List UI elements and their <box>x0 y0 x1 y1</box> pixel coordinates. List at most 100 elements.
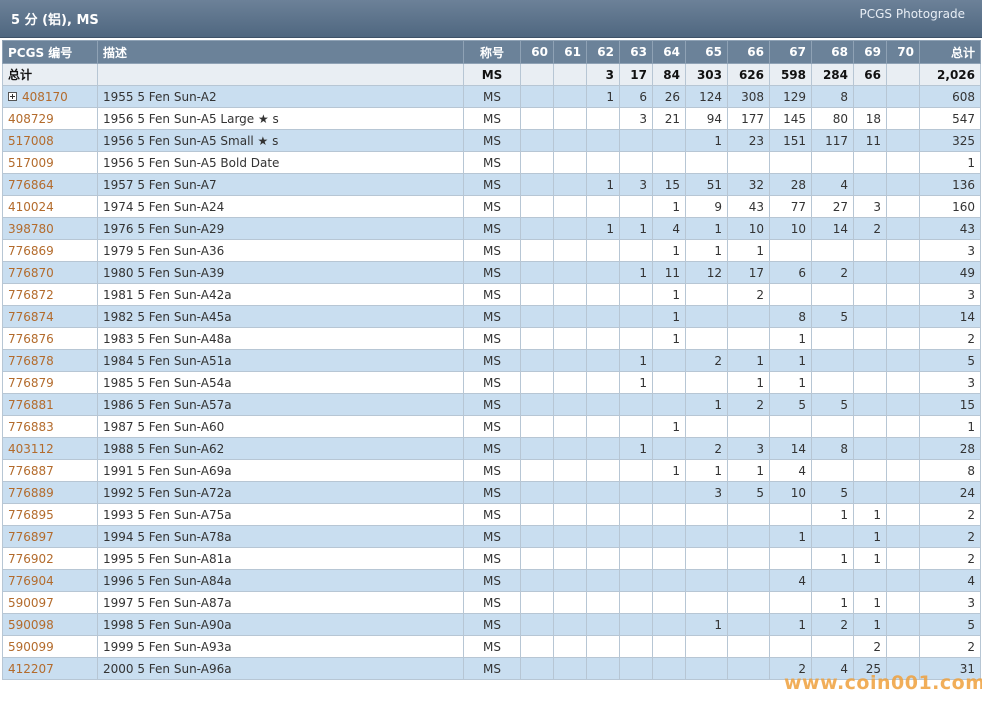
grade-count-cell <box>619 327 653 350</box>
col-header-grade[interactable]: 68 <box>811 40 854 64</box>
pcgs-number-link[interactable]: 590097 <box>8 595 54 610</box>
grade-count-cell <box>886 151 920 174</box>
pcgs-number-link[interactable]: 776902 <box>8 551 54 566</box>
grade-count-cell: 5 <box>811 481 854 504</box>
grade-count-cell <box>520 657 554 680</box>
grade-count-cell <box>619 635 653 658</box>
designation-cell: MS <box>463 173 521 196</box>
grade-count-cell <box>811 525 854 548</box>
pcgs-number-link[interactable]: 776904 <box>8 573 54 588</box>
grade-count-cell: 43 <box>727 195 770 218</box>
col-header-description[interactable]: 描述 <box>97 40 464 64</box>
pcgs-number-link[interactable]: 398780 <box>8 221 54 236</box>
grade-count-cell <box>619 459 653 482</box>
grade-count-cell <box>685 635 728 658</box>
grade-count-cell: 1 <box>685 613 728 636</box>
pcgs-number-link[interactable]: 776889 <box>8 485 54 500</box>
pcgs-number-link[interactable]: 408170 <box>22 89 68 104</box>
pcgs-cell: 403112 <box>2 437 98 460</box>
pcgs-number-link[interactable]: 776869 <box>8 243 54 258</box>
grade-count-cell <box>853 305 887 328</box>
pcgs-number-link[interactable]: 412207 <box>8 661 54 676</box>
grade-count-cell: 8 <box>811 85 854 108</box>
col-header-grade[interactable]: 65 <box>685 40 728 64</box>
col-header-designation[interactable]: 称号 <box>463 40 521 64</box>
grade-count-cell <box>811 239 854 262</box>
col-header-grade[interactable]: 69 <box>853 40 887 64</box>
pcgs-number-link[interactable]: 517008 <box>8 133 54 148</box>
pcgs-number-link[interactable]: 776887 <box>8 463 54 478</box>
grade-count-cell <box>520 349 554 372</box>
pcgs-number-link[interactable]: 776874 <box>8 309 54 324</box>
col-header-grade[interactable]: 63 <box>619 40 653 64</box>
grade-count-cell <box>853 261 887 284</box>
grade-count-cell <box>853 481 887 504</box>
pcgs-number-link[interactable]: 517009 <box>8 155 54 170</box>
total-designation: MS <box>463 63 521 86</box>
col-header-grade[interactable]: 67 <box>769 40 812 64</box>
description-cell: 1995 5 Fen Sun-A81a <box>97 547 464 570</box>
pcgs-cell: 776864 <box>2 173 98 196</box>
table-row: 776897 1994 5 Fen Sun-A78a MS 1 1 2 <box>2 525 981 548</box>
pcgs-number-link[interactable]: 776876 <box>8 331 54 346</box>
pcgs-number-link[interactable]: 776895 <box>8 507 54 522</box>
row-total-cell: 547 <box>919 107 981 130</box>
grade-count-cell <box>769 239 812 262</box>
grade-count-cell: 1 <box>685 239 728 262</box>
grade-count-cell <box>619 613 653 636</box>
designation-cell: MS <box>463 195 521 218</box>
col-header-grade[interactable]: 66 <box>727 40 770 64</box>
pcgs-number-link[interactable]: 776864 <box>8 177 54 192</box>
row-total-cell: 3 <box>919 591 981 614</box>
grade-count-cell: 1 <box>769 371 812 394</box>
pcgs-number-link[interactable]: 776897 <box>8 529 54 544</box>
grade-count-cell: 4 <box>769 569 812 592</box>
col-header-pcgs[interactable]: PCGS 编号 <box>2 40 98 64</box>
pcgs-cell: 590099 <box>2 635 98 658</box>
pcgs-number-link[interactable]: 590099 <box>8 639 54 654</box>
pcgs-number-link[interactable]: 776870 <box>8 265 54 280</box>
grade-count-cell <box>586 591 620 614</box>
grade-count-cell <box>886 635 920 658</box>
grade-count-cell <box>520 217 554 240</box>
grade-count-cell <box>853 327 887 350</box>
pcgs-number-link[interactable]: 408729 <box>8 111 54 126</box>
row-total-cell: 1 <box>919 415 981 438</box>
row-total-cell: 43 <box>919 217 981 240</box>
pcgs-number-link[interactable]: 403112 <box>8 441 54 456</box>
col-header-grade[interactable]: 62 <box>586 40 620 64</box>
grade-count-cell <box>619 151 653 174</box>
total-grade-cell: 17 <box>619 63 653 86</box>
expand-icon[interactable] <box>8 91 17 101</box>
pcgs-cell: 776887 <box>2 459 98 482</box>
total-grade-cell: 626 <box>727 63 770 86</box>
col-header-total[interactable]: 总计 <box>919 40 981 64</box>
pcgs-number-link[interactable]: 776879 <box>8 375 54 390</box>
grade-count-cell <box>553 283 587 306</box>
grade-count-cell <box>886 349 920 372</box>
grade-count-cell <box>520 371 554 394</box>
grade-count-cell <box>769 591 812 614</box>
grade-count-cell: 1 <box>652 305 686 328</box>
pcgs-number-link[interactable]: 590098 <box>8 617 54 632</box>
header-row: PCGS 编号 描述 称号 60 61 62 63 64 65 66 67 68 69 70 总计 <box>2 40 981 64</box>
grade-count-cell <box>586 525 620 548</box>
col-header-grade[interactable]: 70 <box>886 40 920 64</box>
pcgs-number-link[interactable]: 776881 <box>8 397 54 412</box>
pcgs-number-link[interactable]: 776872 <box>8 287 54 302</box>
pcgs-number-link[interactable]: 410024 <box>8 199 54 214</box>
col-header-grade[interactable]: 60 <box>520 40 554 64</box>
pcgs-cell: 408729 <box>2 107 98 130</box>
col-header-grade[interactable]: 61 <box>553 40 587 64</box>
grade-count-cell: 1 <box>652 239 686 262</box>
pcgs-number-link[interactable]: 776883 <box>8 419 54 434</box>
table-row: 403112 1988 5 Fen Sun-A62 MS 1 2 3 14 8 28 <box>2 437 981 460</box>
designation-cell: MS <box>463 547 521 570</box>
photograde-link[interactable]: PCGS Photograde <box>859 7 965 21</box>
pcgs-cell: 517008 <box>2 129 98 152</box>
pcgs-number-link[interactable]: 776878 <box>8 353 54 368</box>
grade-count-cell <box>685 547 728 570</box>
description-cell: 1992 5 Fen Sun-A72a <box>97 481 464 504</box>
grade-count-cell <box>886 195 920 218</box>
col-header-grade[interactable]: 64 <box>652 40 686 64</box>
